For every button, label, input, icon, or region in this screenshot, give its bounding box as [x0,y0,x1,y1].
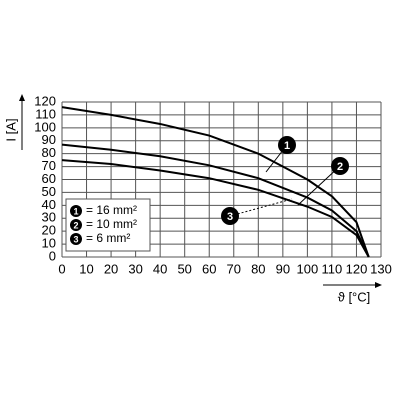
legend-marker-label: 1 [73,206,78,216]
x-tick-label: 50 [177,261,191,276]
y-tick-label: 30 [42,210,56,225]
x-tick-label: 0 [58,261,65,276]
y-tick-label: 80 [42,145,56,160]
x-tick-label: 110 [322,261,343,276]
y-tick-label: 0 [49,248,56,263]
x-tick-label: 20 [104,261,118,276]
y-axis-arrowhead [19,94,25,101]
y-tick-label: 60 [42,171,56,186]
y-tick-label: 100 [34,119,56,134]
x-axis-arrowhead [375,282,382,288]
y-tick-label: 110 [35,106,56,121]
legend-marker [70,233,82,245]
callout-label: 1 [284,140,290,152]
legend-label: = 6 mm² [86,231,130,245]
curve [61,159,370,258]
curve [61,106,370,258]
legend-marker-label: 3 [73,234,78,244]
x-tick-label: 120 [346,261,368,276]
legend-label: = 16 mm² [86,203,137,217]
x-tick-label: 90 [276,261,290,276]
y-tick-label: 90 [42,132,56,147]
x-tick-label: 60 [202,261,216,276]
x-axis-label: ϑ [°C] [338,289,371,304]
y-tick-label: 50 [42,184,56,199]
y-axis-label: I [A] [3,118,18,141]
x-tick-label: 70 [227,261,241,276]
callout-marker [278,136,296,154]
legend-marker [70,219,82,231]
curve [61,143,370,258]
y-tick-label: 120 [34,93,56,108]
callout-line [229,198,293,217]
x-tick-label: 10 [79,261,93,276]
legend-marker [70,205,82,217]
x-tick-label: 80 [251,261,265,276]
y-tick-label: 20 [42,223,56,238]
x-tick-label: 100 [297,261,319,276]
y-tick-label: 10 [42,236,56,251]
y-tick-label: 40 [42,197,56,212]
callout-marker [221,207,239,225]
callout-marker [331,157,349,175]
x-tick-label: 30 [128,261,142,276]
y-tick-label: 70 [42,158,56,173]
legend-label: = 10 mm² [86,217,137,231]
callout-line [297,165,341,206]
x-tick-label: 130 [370,261,392,276]
callout-label: 2 [337,161,343,173]
x-tick-label: 40 [153,261,167,276]
callout-label: 3 [227,211,233,223]
legend-marker-label: 2 [73,220,78,230]
